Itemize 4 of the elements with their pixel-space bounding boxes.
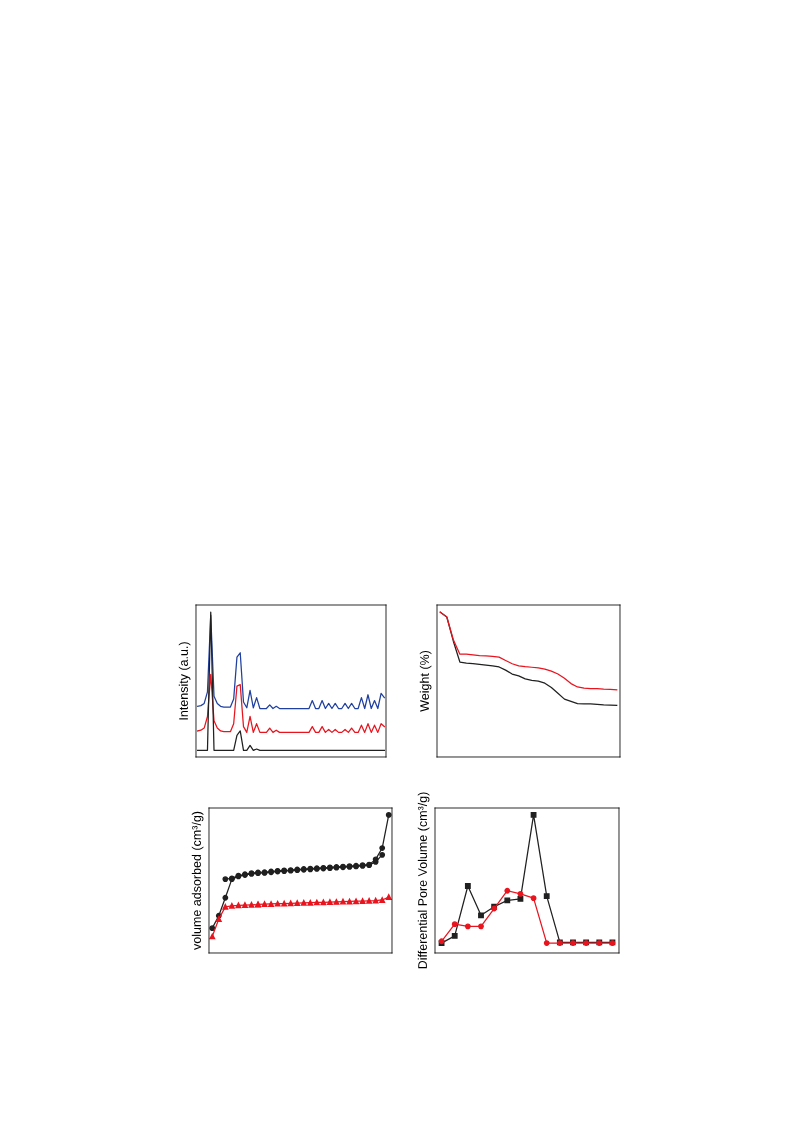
y-axis-title: volume adsorbed (cm³/g) <box>191 811 204 950</box>
y-axis-title: Intensity (a.u.) <box>178 642 191 720</box>
y-axis-title: Weight (%) <box>419 650 432 712</box>
y-axis-title: Differential Pore Volume (cm³/g) <box>417 792 430 969</box>
